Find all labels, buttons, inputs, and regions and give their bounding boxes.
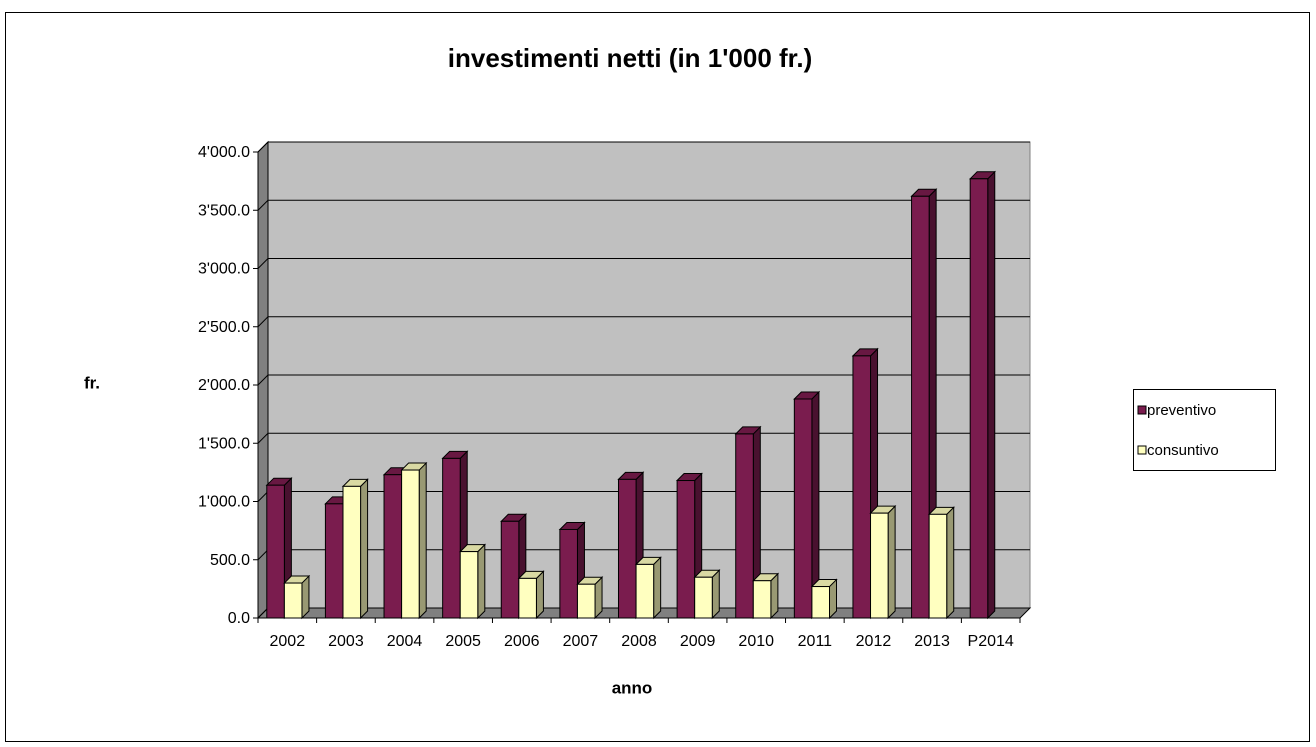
x-axis-title: anno (612, 678, 653, 697)
bar (500, 520, 520, 619)
bar-side (887, 504, 896, 620)
x-tick-label: 2010 (738, 633, 774, 650)
bar (324, 503, 344, 619)
x-tick-label: P2014 (968, 633, 1014, 650)
y-axis-title: fr. (84, 373, 100, 392)
bar (694, 576, 713, 619)
bar (401, 469, 420, 619)
y-tick-label: 2'500.0 (198, 319, 250, 336)
bar-side (360, 478, 369, 620)
legend-label: preventivo (1147, 402, 1216, 419)
bar (852, 355, 872, 619)
grid-line-side (257, 316, 269, 328)
bar (459, 551, 479, 619)
bar (266, 484, 285, 619)
bar-side (987, 170, 996, 620)
grid-line-side (257, 141, 269, 153)
legend (1133, 389, 1276, 471)
y-tick-label: 1'500.0 (198, 435, 250, 452)
legend-swatch (1137, 445, 1147, 455)
grid-line-side (257, 258, 269, 269)
y-tick-label: 0.0 (228, 610, 250, 627)
y-tick-label: 4'000.0 (198, 144, 250, 161)
bar-side (653, 556, 662, 620)
bar (576, 583, 596, 619)
x-tick-label: 2009 (680, 633, 716, 650)
x-tick-label: 2002 (270, 633, 306, 650)
y-tick-label: 3'000.0 (198, 261, 250, 278)
bar (911, 195, 930, 619)
bar (617, 478, 637, 619)
legend-swatch (1137, 405, 1147, 415)
bar-side (477, 543, 486, 620)
bar (928, 513, 948, 619)
bar (559, 528, 578, 619)
x-tick-label: 2003 (328, 633, 364, 650)
x-tick-label: 2005 (445, 633, 481, 650)
grid-line-side (257, 432, 269, 444)
bar (442, 457, 461, 619)
y-tick-label: 500.0 (210, 552, 250, 569)
bar (676, 480, 696, 619)
bar (870, 512, 889, 619)
y-tick-label: 3'500.0 (198, 202, 250, 219)
grid-line-side (257, 374, 269, 386)
y-tick-label: 1'000.0 (198, 494, 250, 511)
chart-title: investimenti netti (in 1'000 fr.) (448, 43, 813, 73)
bar (811, 586, 831, 619)
x-tick-label: 2007 (563, 633, 599, 650)
y-tick-label: 2'000.0 (198, 377, 250, 394)
x-tick-label: 2004 (387, 633, 423, 650)
bar-side (535, 570, 544, 620)
bar (969, 178, 989, 619)
bar-side (418, 461, 427, 620)
bar (342, 485, 362, 619)
bar (752, 580, 772, 619)
legend-label: consuntivo (1147, 442, 1219, 459)
bar-side (946, 506, 955, 620)
bar (518, 577, 537, 619)
bar-side (711, 569, 720, 620)
x-tick-label: 2006 (504, 633, 540, 650)
bar (735, 433, 754, 619)
bar (383, 474, 403, 619)
x-tick-label: 2011 (798, 633, 833, 650)
x-tick-label: 2012 (856, 633, 892, 650)
bar (283, 582, 303, 619)
bar (635, 563, 655, 619)
x-tick-label: 2013 (914, 633, 950, 650)
bar (793, 398, 813, 619)
x-tick-label: 2008 (621, 633, 657, 650)
grid-line-side (257, 199, 269, 211)
